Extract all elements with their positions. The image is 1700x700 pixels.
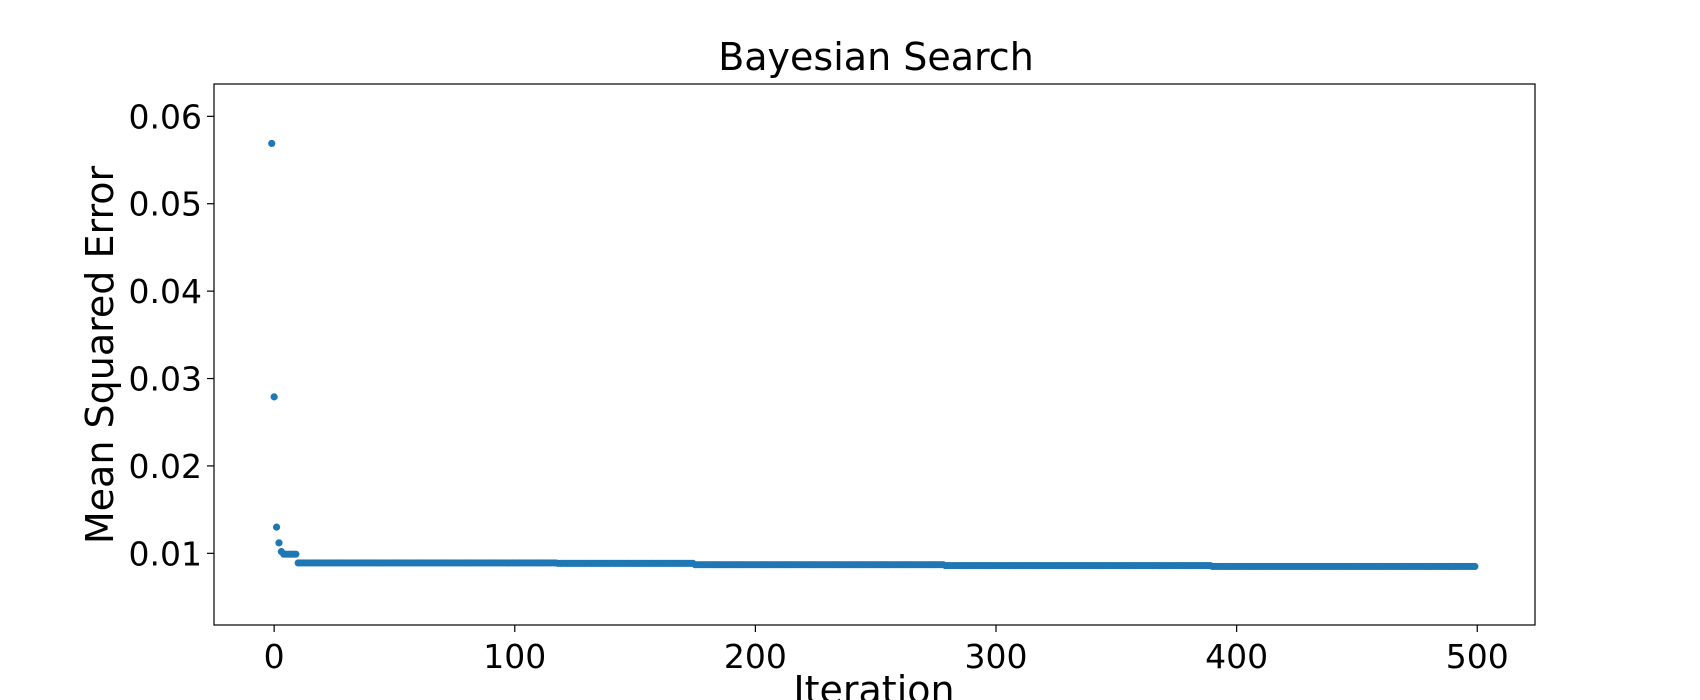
scatter-point [1471,562,1479,571]
x-tick-label: 500 [1446,637,1509,676]
y-tick-label: 0.01 [129,534,202,573]
x-tick-label: 100 [483,637,546,676]
x-axis-label: Iteration [793,668,954,700]
scatter-point [272,523,281,531]
scatter-points [268,139,1479,571]
scatter-point [270,393,278,401]
scatter-point [268,139,276,148]
x-axis: 0 100 200 300 400 500 [264,625,1509,676]
y-tick-label: 0.06 [129,97,202,136]
y-axis: 0.01 0.02 0.03 0.04 0.05 0.06 [129,97,214,573]
y-tick-label: 0.02 [129,447,202,486]
plot-area [213,83,1536,626]
plot-frame [213,83,1536,626]
x-tick-label: 400 [1205,637,1268,676]
x-tick-label: 200 [724,637,787,676]
y-tick-label: 0.03 [129,360,202,399]
y-tick-label: 0.05 [129,185,202,224]
scatter-point [275,539,283,547]
y-tick-label: 0.04 [129,272,202,311]
y-axis-label: Mean Squared Error [78,166,122,545]
chart-title: Bayesian Search [718,35,1034,79]
x-tick-label: 0 [264,637,285,676]
x-tick-label: 300 [965,637,1028,676]
scatter-point [292,550,300,558]
